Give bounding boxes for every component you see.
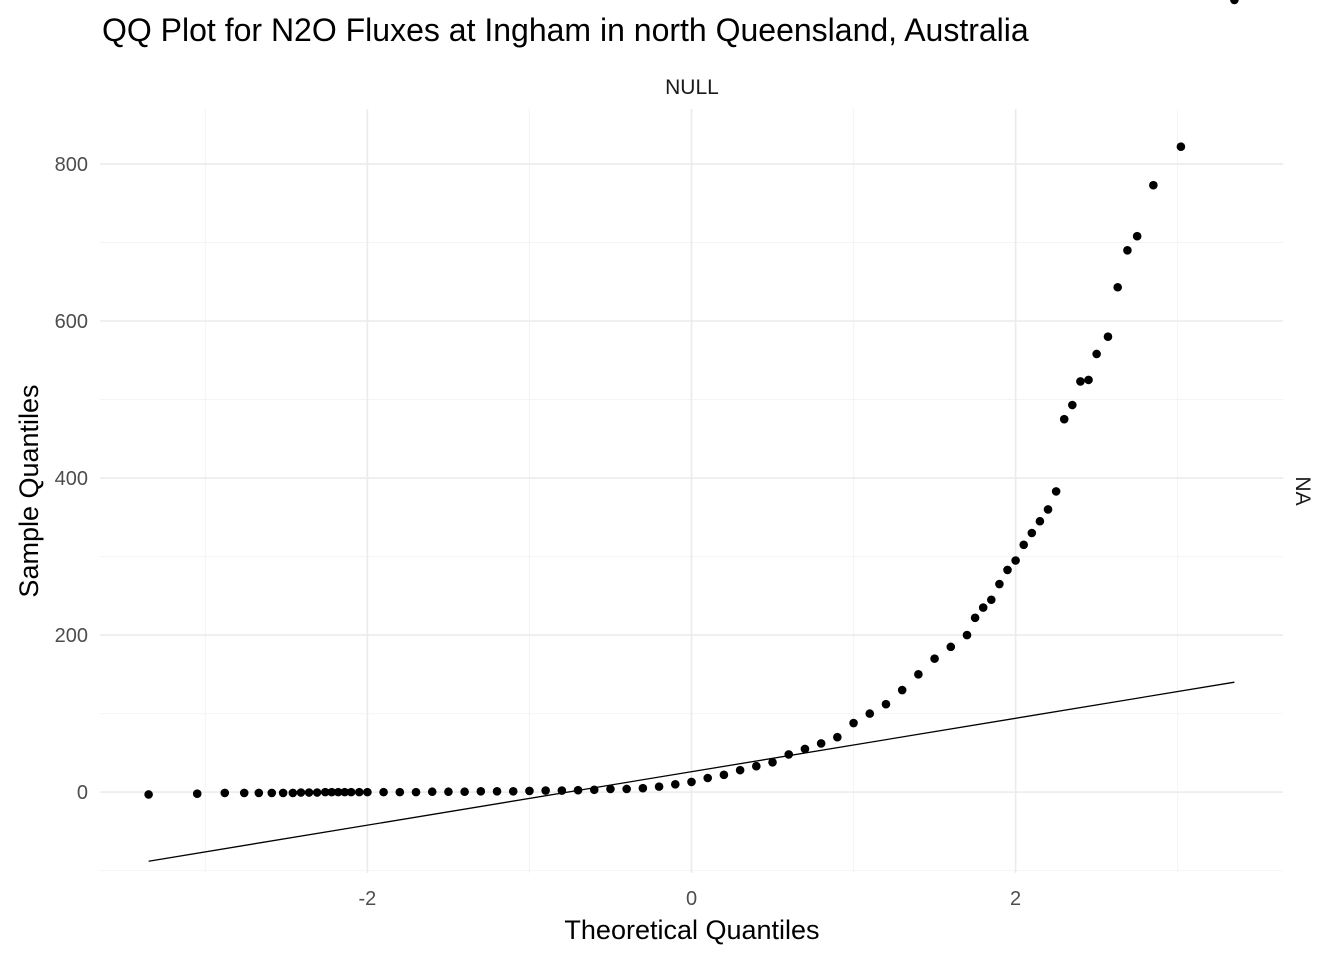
data-point	[970, 613, 980, 623]
data-point	[239, 788, 249, 798]
data-point	[752, 761, 761, 771]
x-tick-label: -2	[358, 888, 376, 910]
data-point	[220, 788, 230, 798]
data-point	[768, 757, 777, 767]
data-point	[395, 787, 405, 797]
data-point	[312, 788, 322, 797]
y-tick-label: 600	[55, 311, 88, 333]
data-point	[995, 579, 1004, 589]
data-point	[1149, 180, 1158, 190]
data-point	[784, 750, 794, 759]
data-point	[333, 787, 343, 797]
data-point	[1019, 540, 1029, 550]
data-point	[427, 787, 437, 797]
data-points	[144, 0, 1239, 799]
data-point	[897, 685, 907, 695]
data-point	[346, 787, 356, 797]
data-point	[719, 770, 729, 780]
x-axis-ticks: -2 0 2	[358, 888, 1021, 910]
data-point	[865, 709, 875, 718]
data-point	[703, 773, 713, 783]
data-point	[354, 787, 364, 797]
data-point	[1092, 349, 1101, 359]
data-point	[144, 790, 153, 799]
data-point	[987, 595, 996, 605]
data-point	[573, 785, 583, 795]
data-point	[1076, 377, 1085, 386]
y-tick-label: 0	[77, 782, 88, 804]
data-point	[1003, 565, 1012, 575]
x-axis-label: Theoretical Quantiles	[564, 915, 819, 945]
data-point	[296, 788, 306, 797]
y-tick-label: 800	[55, 154, 88, 176]
data-point	[670, 779, 680, 789]
data-point	[735, 765, 745, 775]
data-point	[541, 786, 550, 795]
data-point	[833, 732, 842, 742]
reference-line-layer	[148, 681, 1235, 862]
x-tick-label: 2	[1010, 888, 1021, 910]
data-point	[1068, 400, 1077, 410]
data-point	[946, 642, 956, 652]
data-point	[1051, 487, 1061, 496]
data-point	[557, 786, 567, 795]
data-point	[492, 787, 502, 796]
data-point	[460, 787, 469, 797]
data-point	[978, 603, 988, 612]
data-point	[881, 699, 891, 709]
data-point	[267, 788, 277, 798]
y-axis-ticks: 0 200 400 600 800	[55, 154, 88, 804]
data-point	[444, 787, 453, 797]
data-point	[363, 787, 372, 797]
data-point	[1103, 332, 1113, 342]
data-point	[254, 788, 264, 798]
data-point	[1230, 0, 1239, 5]
x-tick-label: 0	[686, 888, 697, 910]
chart-title: QQ Plot for N2O Fluxes at Ingham in nort…	[102, 12, 1029, 48]
data-point	[525, 786, 534, 796]
y-axis-label: Sample Quantiles	[14, 384, 44, 597]
data-point	[304, 788, 314, 797]
data-point	[930, 654, 939, 663]
facet-strip-right-label: NA	[1291, 476, 1314, 505]
data-point	[638, 783, 648, 793]
data-point	[340, 787, 350, 797]
data-point	[320, 787, 330, 797]
data-point	[1123, 246, 1132, 255]
data-point	[800, 744, 810, 754]
y-tick-label: 400	[55, 468, 88, 490]
data-point	[288, 788, 298, 798]
data-point	[476, 787, 486, 796]
data-point	[622, 784, 631, 794]
facet-strip-label: NULL	[665, 76, 719, 99]
data-point	[327, 787, 337, 797]
major-gridlines	[100, 109, 1283, 873]
data-point	[1035, 516, 1045, 526]
data-point	[962, 630, 972, 640]
data-point	[1027, 528, 1037, 538]
data-point	[1011, 556, 1020, 565]
data-point	[1059, 414, 1069, 424]
data-point	[278, 788, 288, 798]
data-point	[687, 777, 696, 787]
data-point	[654, 782, 664, 791]
data-point	[816, 739, 826, 748]
data-point	[1043, 505, 1053, 514]
data-point	[379, 787, 388, 797]
data-point	[849, 718, 858, 728]
y-tick-label: 200	[55, 625, 88, 647]
data-point	[1084, 375, 1093, 385]
data-point	[1113, 282, 1123, 292]
data-point	[606, 784, 615, 794]
data-point	[508, 787, 518, 796]
data-point	[914, 670, 923, 679]
data-point	[1176, 142, 1186, 151]
data-point	[192, 789, 202, 798]
qq-reference-line	[148, 681, 1235, 862]
data-point	[411, 787, 421, 797]
data-point	[589, 785, 599, 795]
data-point	[1132, 231, 1142, 241]
